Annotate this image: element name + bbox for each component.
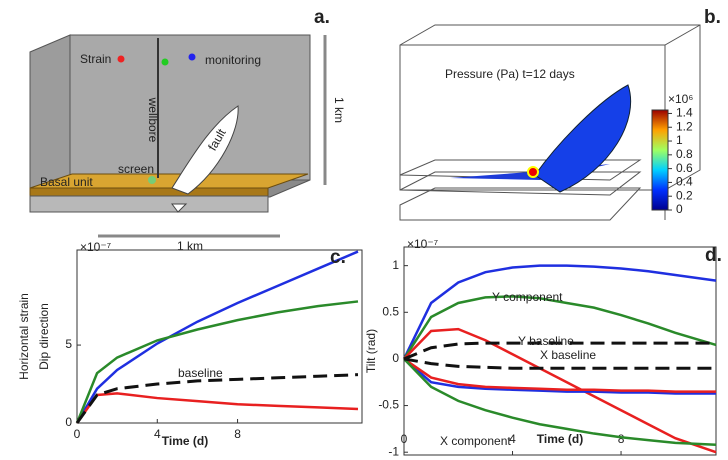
panel-label: b. (704, 7, 721, 28)
screen-marker (148, 176, 156, 184)
colorbar-tick-label: 0 (676, 202, 683, 216)
wellbore-label: wellbore (146, 97, 160, 143)
annotation: X baseline (540, 348, 596, 362)
series-line (403, 357, 716, 370)
x-axis-label: Time (d) (162, 434, 208, 448)
colorbar (651, 109, 669, 211)
colorbar-multiplier: ×10⁶ (668, 92, 693, 106)
strain-marker (117, 55, 125, 63)
well-marker (161, 58, 169, 66)
y-tick-label: 5 (65, 337, 72, 351)
y-tick-label: 0 (65, 415, 72, 429)
side-wall (29, 34, 71, 198)
basal-layer-front (29, 187, 269, 197)
series-line (403, 327, 717, 454)
layer-frame (399, 187, 642, 221)
plot-frame (403, 246, 717, 456)
monitoring-marker (188, 53, 196, 61)
y-tick-label: -0.5 (378, 398, 399, 412)
annotation: baseline (178, 366, 223, 380)
lower-layer (29, 195, 269, 213)
colorbar-tick-label: 1 (676, 133, 683, 147)
x-tick-label: 0 (74, 427, 81, 441)
colorbar-tick-label: 1.4 (676, 106, 693, 120)
x-tick-label: 8 (618, 432, 625, 446)
panel-label: d. (705, 245, 722, 266)
annotation: Y baseline (518, 334, 574, 348)
y-multiplier: ×10⁻⁷ (80, 240, 111, 254)
y-multiplier: ×10⁻⁷ (407, 237, 438, 251)
series-line (402, 295, 717, 360)
panel-label: c. (330, 247, 346, 268)
pressure-peak (527, 166, 539, 178)
series-line (403, 357, 716, 393)
series-line (75, 300, 359, 424)
panel-a: Strain monitoring wellbore screen Basal … (29, 7, 346, 253)
plot-frame (76, 249, 363, 424)
y-tick-label: 0.5 (382, 304, 399, 318)
series-line (75, 250, 359, 424)
strain-label: Strain (80, 52, 111, 66)
y-tick-label: -1 (388, 444, 399, 458)
y-axis-label: Tilt (rad) (364, 329, 378, 373)
fault-tip (171, 203, 188, 213)
screen-label: screen (118, 162, 154, 176)
x-tick-label: 8 (234, 427, 241, 441)
pressure-fault (534, 84, 632, 193)
colorbar-tick-label: 0.6 (676, 161, 693, 175)
series-line (402, 264, 717, 360)
monitoring-label: monitoring (205, 53, 261, 67)
colorbar-tick-label: 0.4 (676, 175, 693, 189)
annotation: Y component (492, 290, 563, 304)
basal-label: Basal unit (40, 175, 93, 189)
colorbar-tick-label: 0.8 (676, 147, 693, 161)
y-axis-label: Horizontal strain (17, 293, 31, 380)
colorbar-tick-label: 0.2 (676, 188, 693, 202)
panel-label: a. (314, 7, 330, 28)
panel-b (399, 24, 701, 221)
scale-label-vertical: 1 km (332, 97, 346, 123)
series-line (75, 392, 359, 424)
y-tick-label: 1 (392, 258, 399, 272)
series-line (75, 373, 359, 424)
x-axis-label: Time (d) (537, 432, 583, 446)
x-tick-label: 4 (509, 432, 516, 446)
x-tick-label: 4 (154, 427, 161, 441)
scale-label-horizontal: 1 km (177, 239, 203, 253)
colorbar-tick-label: 1.2 (676, 119, 693, 133)
fault-plane (171, 105, 239, 195)
y-tick-label: 0 (392, 351, 399, 365)
y-axis-label-2: Dip direction (37, 303, 51, 370)
panel-b-title: Pressure (Pa) t=12 days (445, 67, 575, 81)
series-line (403, 341, 716, 361)
annotation: X component (440, 434, 511, 448)
box-edge (400, 24, 701, 46)
layer-frame (399, 171, 642, 196)
series-line (403, 357, 716, 395)
series-line (403, 358, 717, 446)
x-tick-label: 0 (401, 432, 408, 446)
